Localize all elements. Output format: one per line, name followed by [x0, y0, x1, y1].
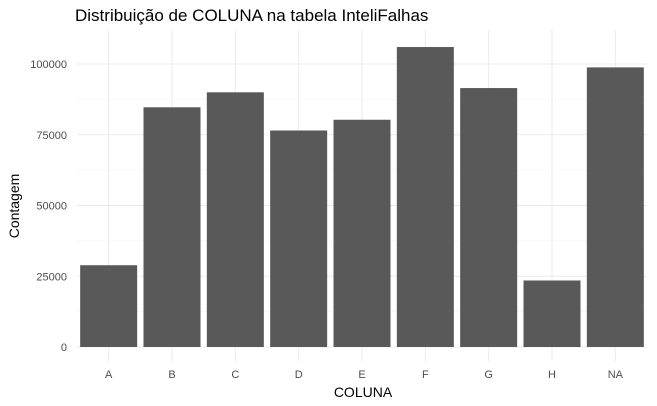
bar-h [523, 280, 581, 347]
x-tick-label: E [358, 369, 365, 381]
x-tick-label: F [422, 369, 429, 381]
bar-b [143, 107, 201, 347]
bar-e [333, 119, 391, 347]
y-axis-ticks: 0 25000 50000 75000 100000 [30, 59, 67, 354]
x-tick-label: B [168, 369, 175, 381]
x-tick-label: D [295, 369, 303, 381]
y-tick-label: 0 [61, 342, 67, 354]
bars [80, 47, 644, 348]
x-axis-title: COLUNA [334, 384, 393, 400]
bar-na [586, 67, 644, 348]
x-tick-label: H [548, 369, 556, 381]
y-tick-label: 75000 [36, 130, 67, 142]
x-tick-label: C [231, 369, 239, 381]
bar-d [270, 130, 328, 347]
x-axis-ticks: A B C D E F G H NA [105, 369, 624, 381]
x-tick-label: NA [608, 369, 624, 381]
chart-title: Distribuição de COLUNA na tabela InteliF… [75, 6, 428, 25]
bar-c [206, 92, 264, 347]
x-tick-label: A [105, 369, 113, 381]
bar-f [396, 47, 454, 348]
y-tick-label: 25000 [36, 271, 67, 283]
bar-g [460, 88, 518, 348]
x-tick-label: G [484, 369, 493, 381]
y-tick-label: 100000 [30, 59, 67, 71]
y-tick-label: 50000 [36, 201, 67, 213]
bar-a [80, 265, 138, 347]
y-axis-title: Contagem [6, 174, 22, 239]
